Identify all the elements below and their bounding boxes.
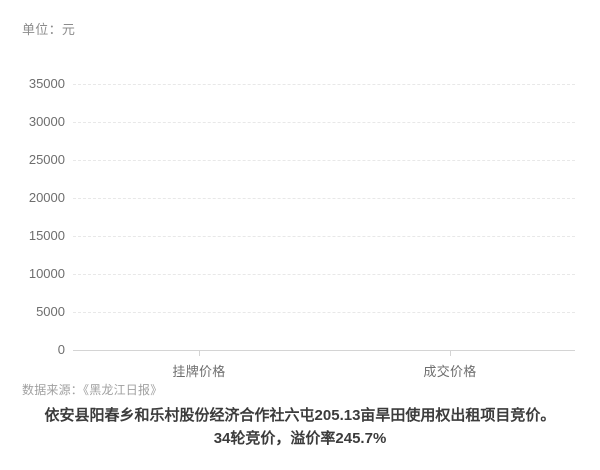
x-axis-category-label: 成交价格	[423, 364, 477, 379]
gridline	[73, 122, 575, 123]
gridline	[73, 274, 575, 275]
y-axis-tick-label: 10000	[28, 266, 65, 281]
y-axis-tick-label: 25000	[28, 152, 65, 167]
y-axis-unit-label: 单位：元	[22, 22, 76, 37]
caption-line-2: 34轮竞价，溢价率245.7%	[213, 430, 387, 447]
y-axis-tick-label: 15000	[28, 228, 65, 243]
y-axis-tick-label: 30000	[28, 114, 65, 129]
chart-caption: 依安县阳春乡和乐村股份经济合作社六屯205.13亩旱田使用权出租项目竞价。 34…	[18, 404, 582, 450]
x-axis-category-label: 挂牌价格	[172, 364, 226, 379]
gridline	[73, 236, 575, 237]
data-source-note: 数据来源：《黑龙江日报》	[22, 383, 163, 397]
y-axis-tick-label: 20000	[28, 190, 65, 205]
x-axis-line	[73, 350, 575, 351]
x-axis-tick-mark	[199, 351, 200, 356]
y-axis-tick-label: 0	[57, 342, 65, 357]
y-axis-tick-label: 35000	[28, 76, 65, 91]
gridline	[73, 160, 575, 161]
y-axis-tick-label: 5000	[36, 304, 65, 319]
gridline	[73, 198, 575, 199]
caption-line-1: 依安县阳春乡和乐村股份经济合作社六屯205.13亩旱田使用权出租项目竞价。	[44, 407, 556, 424]
gridline	[73, 312, 575, 313]
plot-area: 0 5000 10000 15000 20000 25000 30000 35000 挂牌价格 成…	[28, 76, 575, 379]
gridline	[73, 84, 575, 85]
x-axis-tick-mark	[450, 351, 451, 356]
